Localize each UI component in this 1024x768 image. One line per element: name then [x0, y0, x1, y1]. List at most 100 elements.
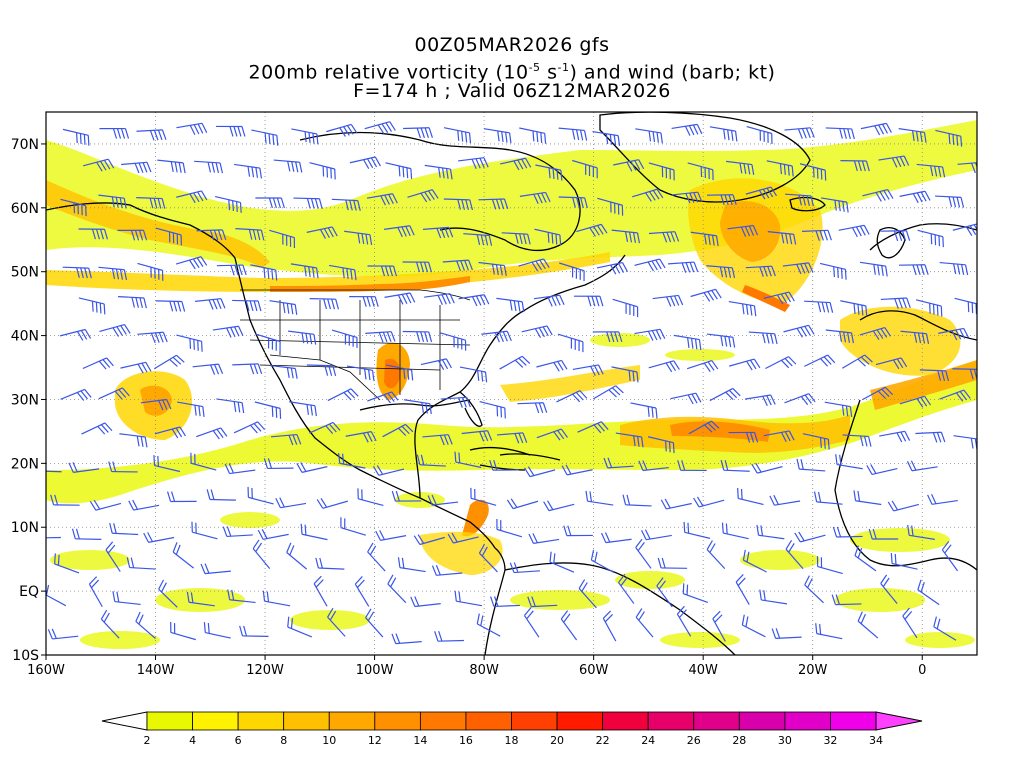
- wind-barb: [112, 591, 141, 606]
- wind-barb: [835, 454, 863, 470]
- wind-barb: [235, 228, 265, 241]
- wind-barb: [357, 488, 384, 507]
- wind-barb: [88, 576, 103, 608]
- wind-barb: [247, 486, 274, 505]
- wind-barb: [215, 195, 242, 213]
- wind-barb: [402, 261, 433, 273]
- uk: [876, 227, 906, 259]
- wind-barb: [557, 333, 584, 353]
- lat-label: 40N: [11, 329, 39, 345]
- wind-barb: [424, 164, 453, 180]
- wind-barb: [763, 430, 795, 442]
- wind-barb: [105, 541, 121, 572]
- colorbar-swatch: [830, 711, 877, 731]
- wind-barb: [463, 233, 493, 246]
- wind-barb: [196, 229, 227, 241]
- wind-barb: [585, 490, 614, 506]
- greenland: [599, 112, 811, 203]
- wind-barb: [496, 432, 528, 444]
- wind-barb: [158, 579, 178, 608]
- wind-barb: [519, 191, 551, 204]
- wind-barb: [652, 294, 684, 307]
- lon-label: 160W: [27, 663, 65, 678]
- wind-barb: [887, 500, 920, 512]
- wind-barb: [263, 458, 294, 470]
- wind-barb: [177, 401, 205, 417]
- us-mexico-border: [269, 354, 381, 401]
- wind-barb: [917, 229, 944, 248]
- wind-barb: [458, 294, 490, 307]
- lon-label: 100W: [356, 663, 394, 678]
- colorbar-swatch: [374, 711, 421, 731]
- wind-barb: [117, 296, 147, 309]
- wind-barb: [842, 434, 872, 447]
- wind-barb: [600, 532, 632, 544]
- colorbar-swatch: [237, 711, 285, 731]
- wind-barb: [98, 387, 130, 400]
- wind-barb: [478, 543, 498, 573]
- wind-barb: [726, 160, 755, 175]
- wind-barb: [933, 616, 957, 641]
- wind-barb: [549, 551, 575, 573]
- wind-barb: [765, 356, 797, 370]
- wind-barb: [821, 197, 849, 213]
- wind-barb: [635, 128, 663, 144]
- colorbar-low-arrow: [101, 711, 148, 731]
- wind-barb: [443, 198, 474, 211]
- iberia-max: [840, 306, 961, 376]
- wind-barb: [109, 522, 139, 536]
- wind-barb: [853, 490, 882, 506]
- wind-barb: [751, 462, 783, 474]
- wind-barb: [635, 538, 652, 569]
- wind-barb: [939, 389, 971, 402]
- lon-label: 80W: [469, 663, 499, 678]
- wind-barb: [403, 127, 433, 139]
- wind-barb: [630, 402, 658, 419]
- gulf-coast: [359, 399, 471, 411]
- wind-barb: [735, 574, 750, 605]
- wind-barb: [957, 162, 977, 174]
- wind-barb: [82, 357, 114, 370]
- wind-barb: [939, 261, 969, 276]
- wind-barb: [880, 230, 911, 242]
- wind-barb: [269, 229, 296, 248]
- wind-barb: [592, 385, 624, 400]
- colorbar-label: 12: [368, 734, 382, 747]
- wind-barb: [898, 128, 927, 143]
- wind-barb: [648, 360, 680, 373]
- wind-barb: [309, 162, 336, 180]
- wind-barb: [375, 530, 407, 541]
- wind-barb: [422, 434, 453, 446]
- wind-barb: [648, 231, 680, 243]
- wind-barb: [523, 607, 540, 638]
- wind-barb: [203, 622, 231, 639]
- wind-barb: [422, 226, 454, 239]
- wind-barb: [338, 452, 366, 469]
- wind-barb: [489, 596, 520, 608]
- lon-label: 0: [918, 663, 926, 678]
- wind-barb: [459, 366, 488, 383]
- wind-barb: [597, 197, 624, 216]
- wind-barb: [309, 297, 340, 310]
- wind-barb: [364, 121, 396, 135]
- wind-barb: [556, 390, 588, 403]
- wind-barb: [613, 159, 645, 172]
- wind-barb: [349, 296, 379, 307]
- wind-barb: [233, 421, 266, 434]
- wind-barb: [383, 225, 415, 238]
- wind-barb: [720, 459, 750, 472]
- wind-barb: [170, 622, 196, 641]
- colorbar-swatch: [465, 711, 512, 731]
- wind-barb: [255, 197, 285, 209]
- wind-barb: [407, 189, 439, 203]
- coastlines: [46, 112, 977, 655]
- lon-label: 60W: [579, 663, 609, 678]
- wind-barb: [289, 401, 317, 417]
- wind-barb: [794, 531, 826, 543]
- colorbar-label: 28: [732, 734, 746, 747]
- wind-barb: [927, 494, 958, 505]
- wind-barb: [799, 163, 827, 181]
- colorbar-label: 10: [322, 734, 336, 747]
- wind-barb: [269, 300, 298, 315]
- wind-barb: [306, 226, 338, 239]
